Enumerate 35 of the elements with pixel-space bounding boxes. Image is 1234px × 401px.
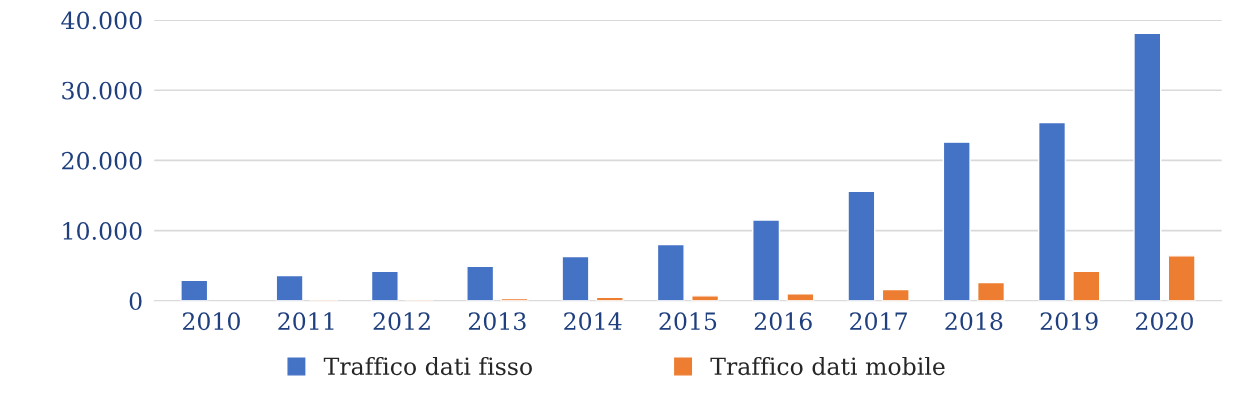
x-tick-label: 2015 [659,312,717,331]
bar [942,141,971,301]
x-tick-label: 2014 [564,312,622,331]
bar [976,281,1006,301]
bar [370,270,399,301]
x-tick-label: 2017 [850,312,907,331]
y-tick-label: 10.000 [63,222,142,240]
y-tick-label: 20.000 [62,151,142,170]
bar [1072,270,1101,301]
x-tick-label: 2020 [1136,312,1193,331]
legend-label: Traffico dati mobile [710,356,945,376]
x-tick-label: 2018 [945,312,1003,331]
bar [691,295,720,301]
legend-label: Traffico dati fisso [323,356,532,376]
x-tick-label: 2010 [182,312,240,331]
x-tick-label: 2016 [754,312,812,331]
bar [656,243,685,301]
bar [786,293,815,301]
x-tick-label: 2019 [1040,312,1098,331]
bar [881,288,910,301]
y-tick-label: 0 [129,292,142,311]
bar [275,274,304,301]
bar [1167,255,1196,301]
bar [1037,121,1067,301]
y-tick-label: 30.000 [62,81,142,100]
x-tick-label: 2011 [278,312,334,331]
bar [1133,32,1162,301]
bar [561,255,590,301]
bar [180,279,209,301]
bar [752,219,781,301]
x-tick-label: 2012 [373,312,430,331]
x-tick-label: 2013 [468,312,526,331]
y-tick-label: 40.000 [61,11,142,30]
bar [847,190,876,301]
bar [466,265,495,301]
